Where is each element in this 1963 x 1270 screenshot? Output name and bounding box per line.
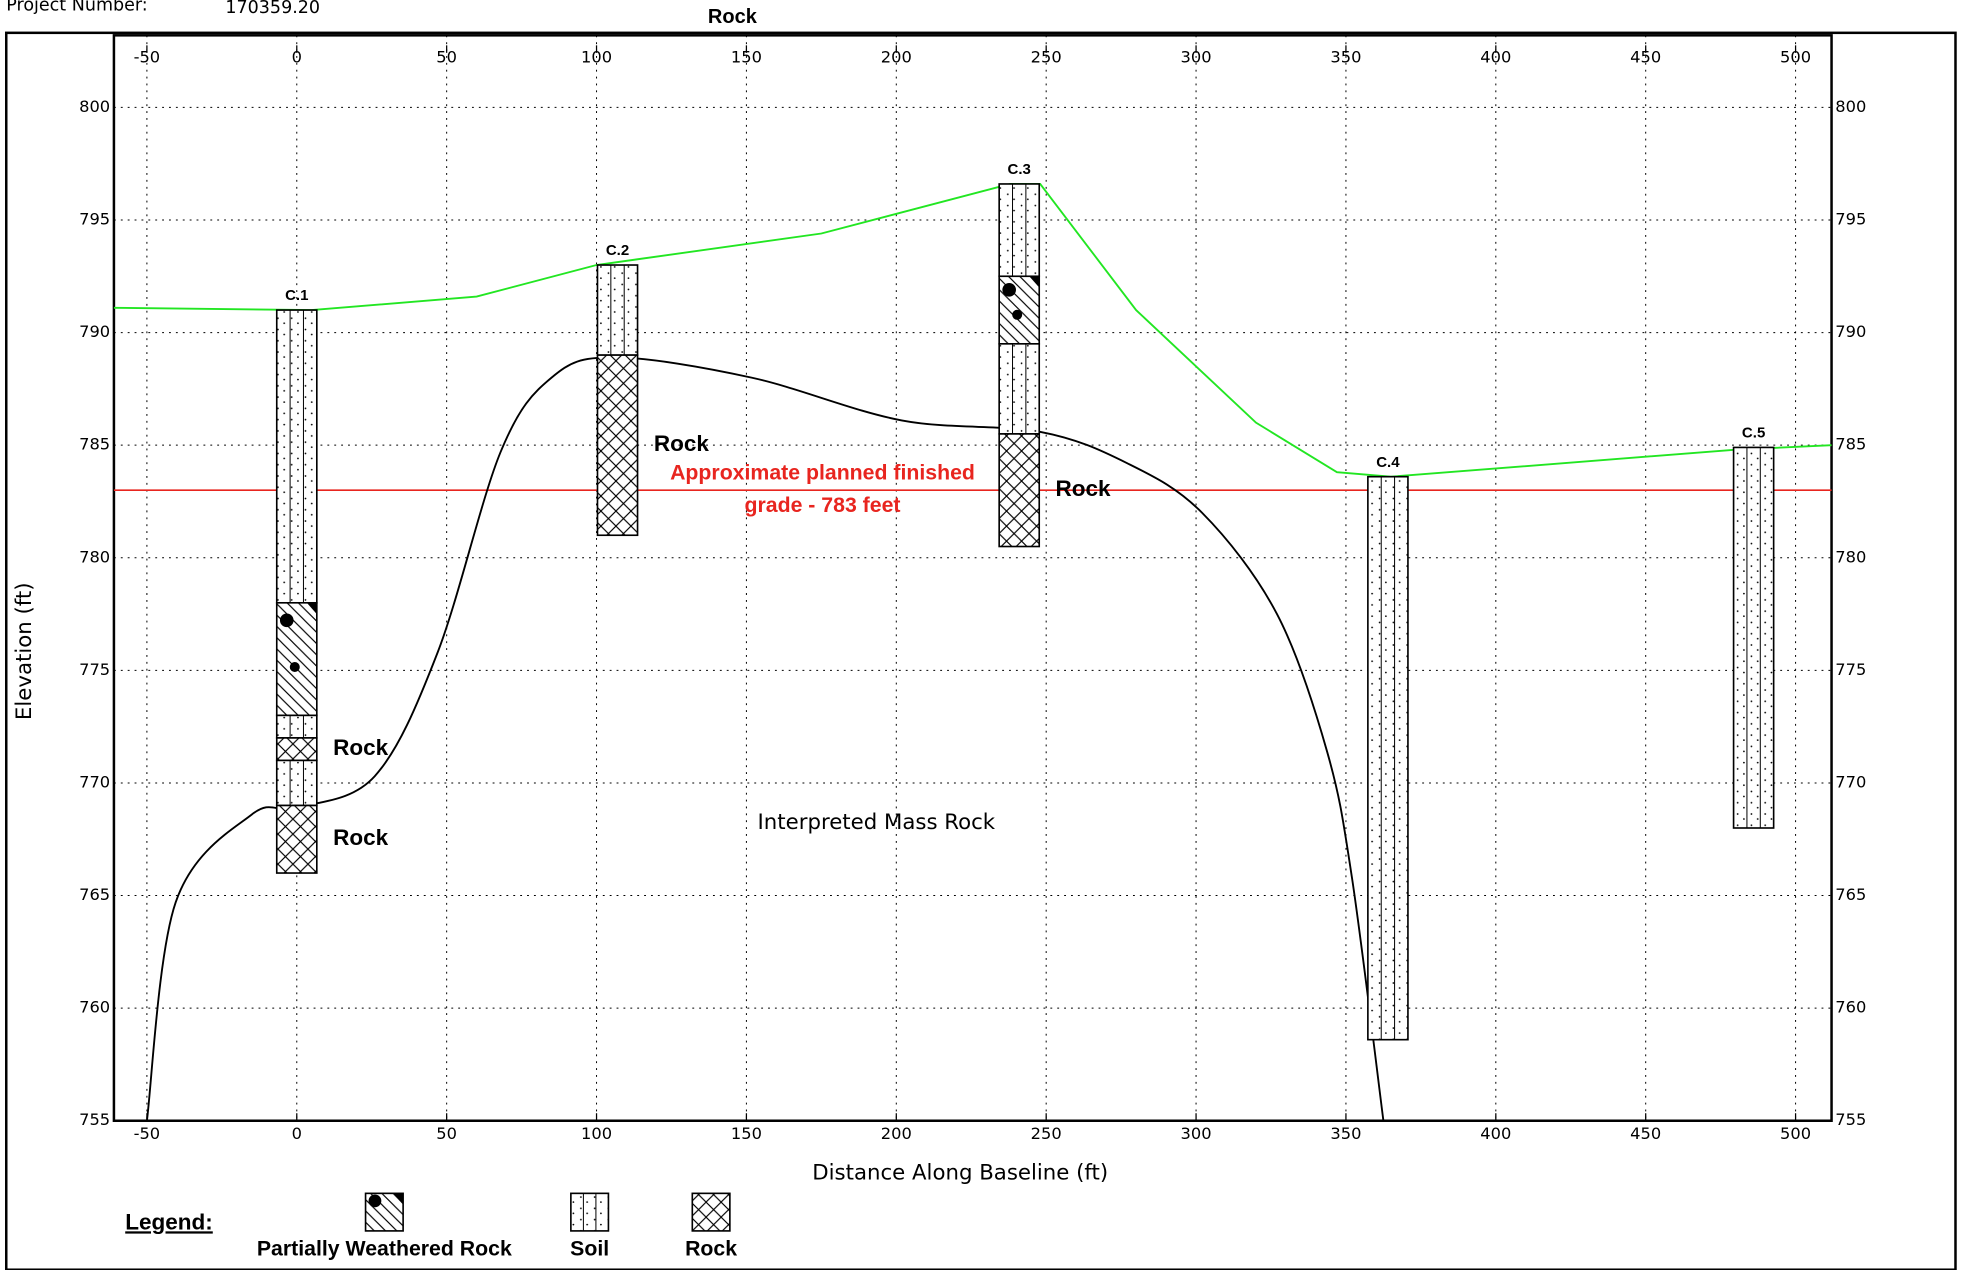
y-axis-title: Elevation (ft) [12,582,37,720]
x-tick-label-top: -50 [134,47,161,66]
y-tick-label: 760 [79,998,110,1017]
boring-layer [999,184,1039,276]
layer-label: Rock [654,431,710,456]
pwr-blob [1002,283,1016,297]
boring-name: C.4 [1376,454,1400,471]
y-tick-label: 795 [79,209,110,228]
ground-surface [114,184,1832,477]
y-tick-label: 785 [79,435,110,454]
boring-layer [277,715,317,738]
boring-layer [277,310,317,603]
boring-name: C.5 [1742,425,1765,442]
plot-frame [114,35,1832,1120]
x-tick-label: 100 [581,1124,612,1143]
y-tick-label-right: 790 [1835,322,1866,341]
grade-label: grade - 783 feet [744,493,900,517]
boring-name: C.1 [285,287,308,304]
interior-label: Interpreted Mass Rock [758,810,996,835]
y-tick-label-right: 765 [1835,885,1866,904]
x-tick-label-top: 350 [1330,47,1361,66]
x-tick-label-top: 0 [292,47,302,66]
boring-layer [277,760,317,805]
boring-name: C.3 [1008,161,1031,178]
x-tick-label-top: 450 [1630,47,1661,66]
layer-label: Rock [333,735,389,760]
project-label: Project Number: [6,0,147,15]
pwr-blob [369,1194,382,1207]
y-tick-label-right: 775 [1835,660,1866,679]
boring-layer [999,344,1039,434]
legend-title: Legend: [125,1209,213,1234]
boring-layer [597,355,637,535]
legend-label: Soil [570,1236,609,1260]
cross-section: Project Number: 170359.20 Rock Distance … [0,0,1963,1270]
boring-layer [1734,447,1774,828]
pwr-blob [1012,310,1022,320]
y-tick-label: 800 [79,97,110,116]
x-tick-label: -50 [134,1124,161,1143]
x-tick-label-top: 500 [1780,47,1811,66]
x-tick-label-top: 400 [1480,47,1511,66]
boring-layer [277,805,317,873]
x-tick-label: 500 [1780,1124,1811,1143]
y-tick-label-right: 785 [1835,435,1866,454]
x-tick-label-top: 250 [1031,47,1062,66]
boring-layer [277,738,317,761]
y-tick-label: 755 [79,1110,110,1129]
x-tick-label: 400 [1480,1124,1511,1143]
x-tick-label-top: 50 [436,47,457,66]
x-tick-label: 300 [1181,1124,1212,1143]
x-tick-label: 250 [1031,1124,1062,1143]
x-tick-label: 350 [1330,1124,1361,1143]
y-tick-label-right: 755 [1835,1110,1866,1129]
pwr-blob [290,662,300,672]
layer-label: Rock [333,825,389,850]
boring-layer [597,265,637,355]
y-tick-label: 770 [79,772,110,791]
x-tick-label-top: 100 [581,47,612,66]
legend-swatch [571,1193,609,1231]
x-tick-label-top: 200 [881,47,912,66]
pwr-blob [280,614,294,628]
x-tick-label: 200 [881,1124,912,1143]
y-tick-label-right: 770 [1835,772,1866,791]
layer-label: Rock [1056,476,1112,501]
y-tick-label: 780 [79,547,110,566]
y-tick-label: 790 [79,322,110,341]
boring-layer [1368,477,1408,1040]
y-tick-label-right: 760 [1835,998,1866,1017]
boring-name: C.2 [606,242,629,259]
page: {"header":{"project_label":"Project Numb… [0,0,1963,1270]
y-tick-label-right: 780 [1835,547,1866,566]
y-tick-label-right: 795 [1835,209,1866,228]
legend-label: Rock [685,1236,737,1260]
legend-label: Partially Weathered Rock [257,1236,512,1260]
boring-layer [999,434,1039,547]
x-axis-title: Distance Along Baseline (ft) [812,1160,1108,1185]
x-tick-label-top: 300 [1181,47,1212,66]
y-tick-label: 775 [79,660,110,679]
project-number: 170359.20 [225,0,320,18]
y-tick-label-right: 800 [1835,97,1866,116]
x-tick-label: 50 [436,1124,457,1143]
x-tick-label-top: 150 [731,47,762,66]
grade-label: Approximate planned finished [670,461,975,485]
x-tick-label: 150 [731,1124,762,1143]
x-tick-label: 0 [292,1124,302,1143]
y-tick-label: 765 [79,885,110,904]
x-tick-label: 450 [1630,1124,1661,1143]
top-note: Rock [708,6,758,28]
legend-swatch [692,1193,730,1231]
